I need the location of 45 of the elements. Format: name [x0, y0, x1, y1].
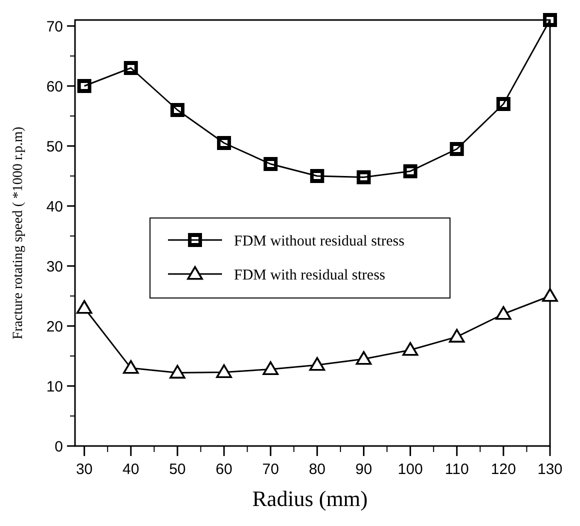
point: [262, 361, 278, 375]
x-tick-label: 50: [169, 461, 186, 478]
x-axis-title: Radius (mm): [252, 486, 368, 511]
y-tick-label: 20: [46, 318, 63, 336]
y-tick-label: 70: [46, 18, 63, 36]
point: [356, 351, 372, 365]
x-tick-label: 110: [444, 461, 469, 478]
x-tick-label: 70: [262, 461, 279, 478]
y-axis-title: Fracture rotating speed ( *1000 r.p.m): [11, 126, 26, 340]
y-tick-label: 30: [46, 258, 63, 276]
point: [309, 357, 326, 371]
legend-label: FDM without residual stress: [234, 233, 405, 250]
point: [76, 300, 92, 314]
x-tick-label: 130: [537, 461, 563, 478]
point: [217, 136, 232, 150]
point: [77, 79, 92, 93]
point: [448, 328, 465, 343]
point: [264, 157, 278, 171]
point: [310, 169, 324, 183]
point: [124, 61, 138, 75]
x-tick-label: 30: [76, 461, 93, 478]
legend-label: FDM with residual stress: [234, 267, 386, 284]
point: [450, 142, 464, 156]
x-tick-label: 90: [355, 461, 372, 478]
x-tick-label: 100: [398, 461, 423, 478]
point: [403, 164, 418, 178]
point: [496, 97, 510, 111]
x-tick-label: 60: [216, 461, 232, 478]
point: [122, 360, 139, 374]
y-tick-label: 40: [46, 198, 63, 216]
y-tick-label: 50: [46, 138, 63, 156]
y-tick-label: 10: [46, 378, 63, 396]
point: [170, 103, 184, 117]
x-tick-label: 120: [490, 461, 516, 478]
point: [543, 13, 557, 27]
point: [496, 306, 512, 320]
point: [402, 342, 418, 356]
point: [170, 364, 186, 379]
point: [216, 364, 232, 378]
x-tick-label: 40: [122, 461, 140, 478]
point: [356, 170, 371, 184]
y-tick-label: 0: [54, 438, 63, 456]
y-tick-label: 60: [46, 78, 63, 96]
x-tick-label: 80: [308, 461, 326, 478]
point: [542, 288, 558, 302]
